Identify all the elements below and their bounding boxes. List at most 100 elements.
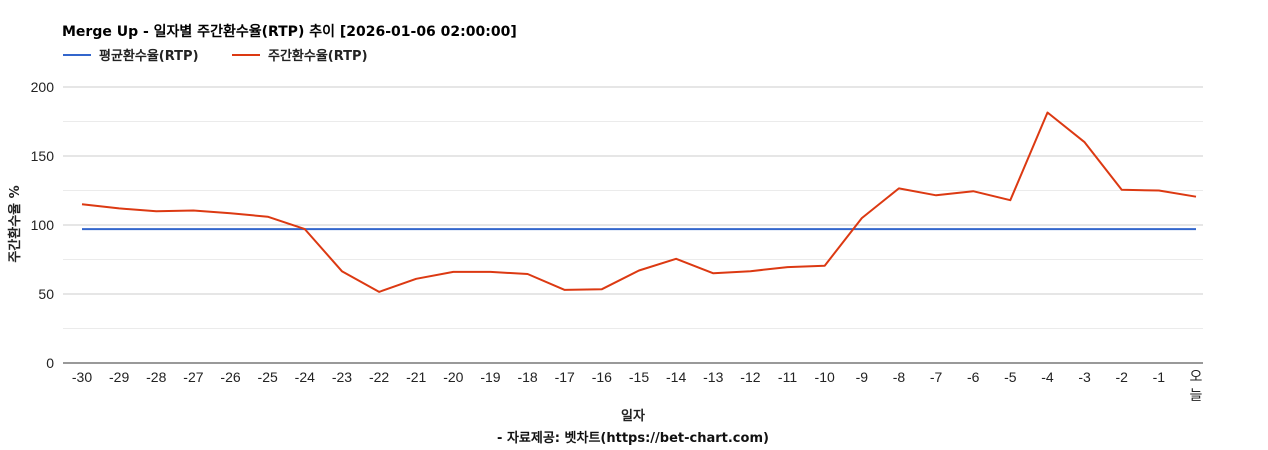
data-point bbox=[860, 227, 864, 231]
x-axis-ticks: -30 -29 -28 -27 -26 -25 -24 -23 -22 -21 -20 -19 -18 -… bbox=[72, 368, 1203, 403]
y-tick-label: 50 bbox=[38, 286, 54, 302]
data-point bbox=[377, 227, 381, 231]
x-tick-label: -10 bbox=[815, 369, 835, 385]
data-point bbox=[1157, 189, 1161, 193]
x-tick-label: -19 bbox=[480, 369, 500, 385]
data-point bbox=[748, 227, 752, 231]
data-point bbox=[1194, 227, 1198, 231]
data-point bbox=[229, 227, 233, 231]
data-point bbox=[786, 227, 790, 231]
x-tick-label: -4 bbox=[1041, 369, 1054, 385]
x-tick-label: -3 bbox=[1078, 369, 1091, 385]
data-point bbox=[340, 269, 344, 273]
data-point bbox=[526, 227, 530, 231]
data-point bbox=[563, 288, 567, 292]
x-tick-label: -11 bbox=[778, 369, 797, 385]
data-point bbox=[1083, 140, 1087, 144]
data-point bbox=[489, 270, 493, 274]
data-point bbox=[823, 264, 827, 268]
x-tick-label: -1 bbox=[1153, 369, 1166, 385]
x-tick-label: -18 bbox=[517, 369, 537, 385]
data-point bbox=[1008, 198, 1012, 202]
data-point bbox=[117, 227, 121, 231]
y-axis-ticks: 0 50 100 150 200 bbox=[31, 79, 55, 371]
data-point bbox=[637, 227, 641, 231]
legend-label: 주간환수율(RTP) bbox=[268, 48, 368, 64]
x-tick-label: -23 bbox=[332, 369, 352, 385]
data-point bbox=[191, 227, 195, 231]
series-lines bbox=[80, 111, 1198, 294]
data-point bbox=[489, 227, 493, 231]
data-point bbox=[414, 227, 418, 231]
x-tick-label: -17 bbox=[555, 369, 575, 385]
series-line-1 bbox=[81, 111, 1197, 293]
x-tick-label: -7 bbox=[930, 369, 943, 385]
data-point bbox=[1008, 227, 1012, 231]
data-point bbox=[414, 277, 418, 281]
x-tick-label: -28 bbox=[146, 369, 166, 385]
data-point bbox=[526, 272, 530, 276]
data-point bbox=[1157, 227, 1161, 231]
x-tick-label: -13 bbox=[703, 369, 723, 385]
data-point bbox=[786, 265, 790, 269]
data-point bbox=[1120, 227, 1124, 231]
data-point bbox=[154, 227, 158, 231]
x-tick-label: -21 bbox=[406, 369, 426, 385]
data-point bbox=[1083, 227, 1087, 231]
data-point bbox=[748, 269, 752, 273]
data-point bbox=[80, 227, 84, 231]
data-point bbox=[1194, 195, 1198, 199]
x-tick-label: -29 bbox=[109, 369, 129, 385]
data-point bbox=[823, 227, 827, 231]
data-point bbox=[191, 209, 195, 213]
x-tick-label: -25 bbox=[258, 369, 278, 385]
data-point bbox=[154, 209, 158, 213]
data-point bbox=[266, 215, 270, 219]
x-tick-label: -30 bbox=[72, 369, 92, 385]
data-point bbox=[637, 269, 641, 273]
x-axis-title: 일자 bbox=[621, 409, 645, 424]
y-tick-label: 150 bbox=[31, 148, 55, 164]
data-point bbox=[934, 193, 938, 197]
data-point bbox=[711, 271, 715, 275]
data-point bbox=[451, 227, 455, 231]
y-tick-label: 0 bbox=[46, 355, 54, 371]
x-tick-label: -22 bbox=[369, 369, 389, 385]
data-point bbox=[80, 202, 84, 206]
data-point bbox=[971, 227, 975, 231]
x-tick-label: -2 bbox=[1116, 369, 1129, 385]
chart-title: Merge Up - 일자별 주간환수율(RTP) 추이 [2026-01-06… bbox=[62, 23, 517, 40]
data-point bbox=[303, 227, 307, 231]
y-tick-label: 200 bbox=[31, 79, 55, 95]
data-point bbox=[1046, 111, 1050, 115]
data-point bbox=[674, 257, 678, 261]
legend: 평균환수율(RTP) 주간환수율(RTP) bbox=[63, 48, 368, 64]
data-point bbox=[1120, 188, 1124, 192]
x-tick-label: -14 bbox=[666, 369, 686, 385]
data-point bbox=[860, 216, 864, 220]
data-point bbox=[674, 227, 678, 231]
data-point bbox=[451, 270, 455, 274]
x-tick-label: -27 bbox=[183, 369, 203, 385]
data-credit: - 자료제공: 벳차트(https://bet-chart.com) bbox=[497, 430, 769, 446]
x-tick-label: -24 bbox=[295, 369, 315, 385]
data-point bbox=[934, 227, 938, 231]
data-point bbox=[897, 186, 901, 190]
data-point bbox=[377, 290, 381, 294]
data-point bbox=[897, 227, 901, 231]
x-tick-label: -15 bbox=[629, 369, 649, 385]
x-tick-label: -9 bbox=[856, 369, 869, 385]
data-point bbox=[229, 211, 233, 215]
data-point bbox=[117, 206, 121, 210]
x-tick-label: -20 bbox=[443, 369, 463, 385]
data-point bbox=[1046, 227, 1050, 231]
x-tick-label: -16 bbox=[592, 369, 612, 385]
data-point bbox=[711, 227, 715, 231]
x-tick-label: -6 bbox=[967, 369, 980, 385]
y-axis-title: 주간환수율 % bbox=[7, 185, 23, 262]
gridlines bbox=[63, 86, 1203, 364]
data-point bbox=[266, 227, 270, 231]
legend-label: 평균환수율(RTP) bbox=[99, 48, 199, 64]
